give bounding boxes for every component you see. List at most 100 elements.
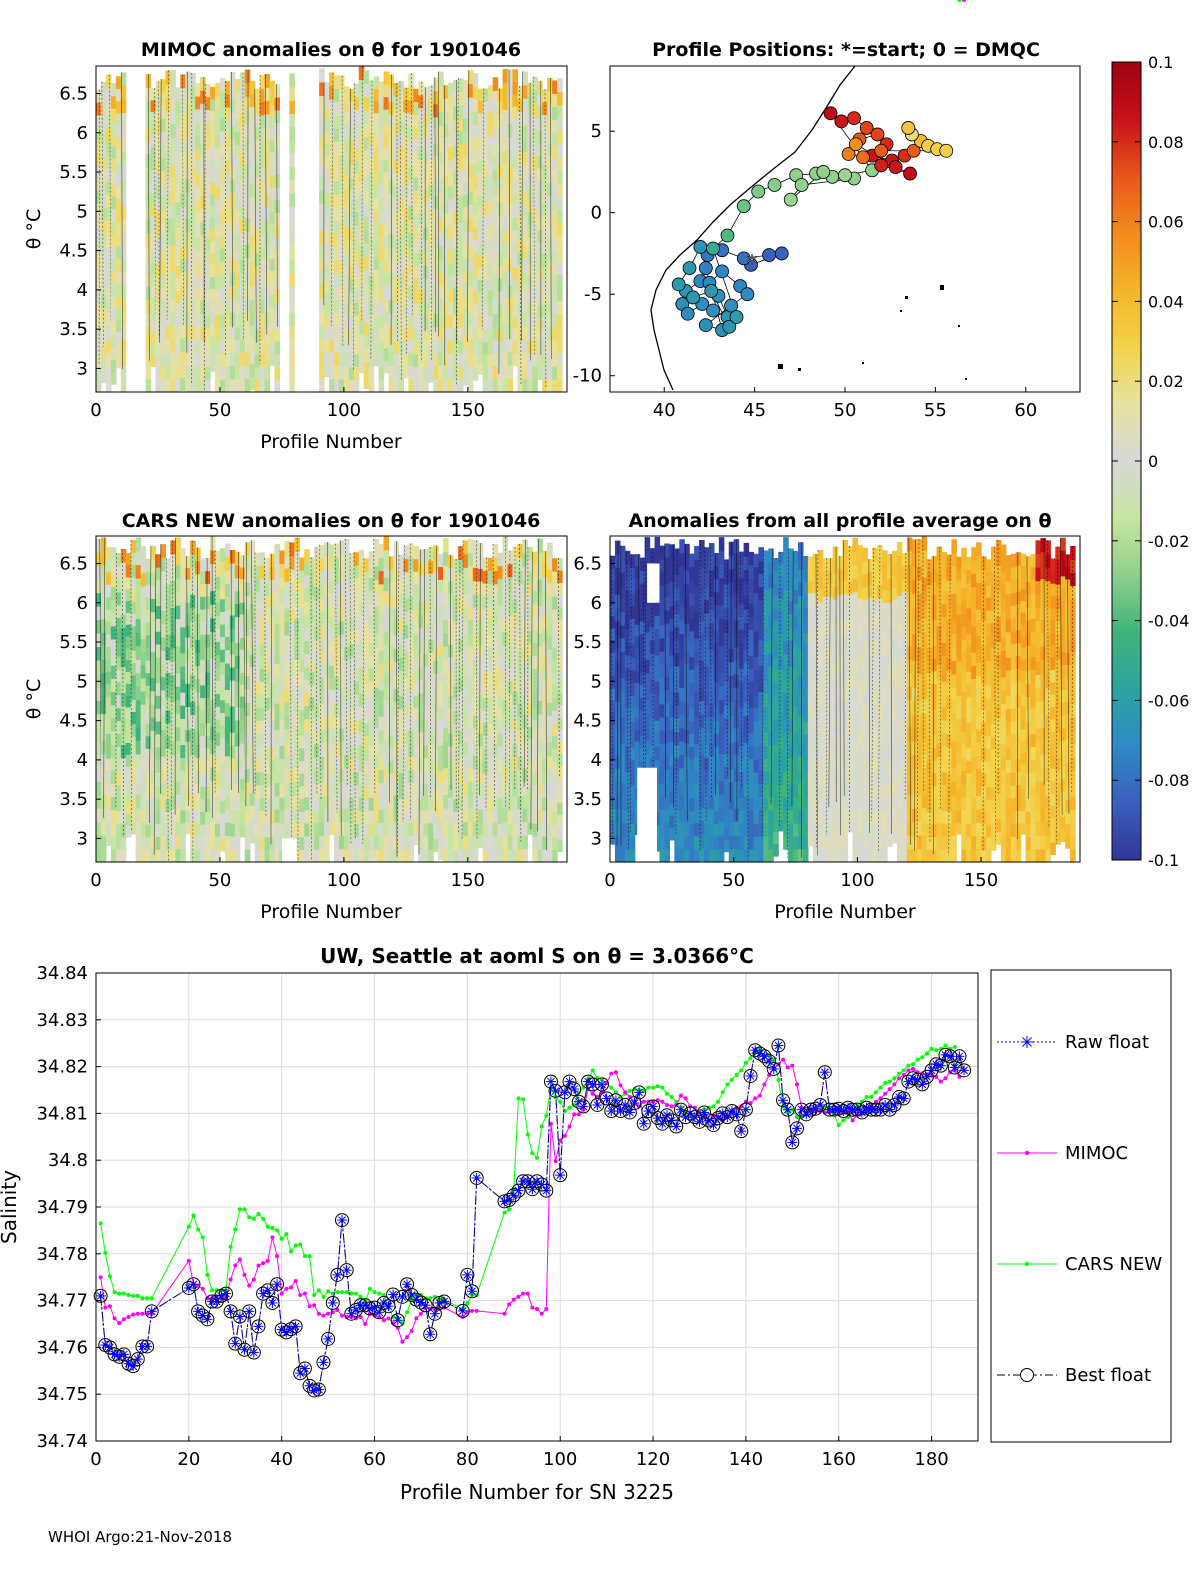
heatmap-cell bbox=[477, 796, 484, 810]
float-position-marker bbox=[698, 261, 713, 276]
heatmap-cell bbox=[552, 710, 558, 724]
heatmap-cell bbox=[348, 341, 355, 355]
heatmap-cell bbox=[438, 325, 444, 340]
heatmap-cell bbox=[319, 149, 325, 164]
heatmap-cell bbox=[96, 794, 102, 809]
heatmap-cell bbox=[418, 575, 424, 590]
heatmap-cell bbox=[467, 338, 474, 353]
heatmap-cell bbox=[472, 848, 479, 863]
heatmap-cell bbox=[324, 808, 330, 823]
heatmap-cell bbox=[542, 114, 548, 128]
colorbar-tick-label: 0.08 bbox=[1148, 133, 1184, 152]
heatmap-cell bbox=[433, 208, 439, 223]
heatmap-cell bbox=[200, 221, 206, 236]
heatmap-cell bbox=[200, 116, 206, 131]
heatmap-cell bbox=[279, 589, 285, 603]
heatmap-cell bbox=[190, 808, 196, 823]
heatmap-cell bbox=[639, 709, 646, 724]
heatmap-cell bbox=[259, 114, 266, 129]
heatmap-cell bbox=[145, 836, 152, 850]
contour-line bbox=[429, 547, 431, 798]
heatmap-cell bbox=[507, 324, 514, 339]
heatmap-cell bbox=[105, 220, 112, 234]
heatmap-cell bbox=[689, 617, 695, 632]
heatmap-cell bbox=[457, 326, 464, 341]
heatmap-cell bbox=[329, 85, 335, 100]
heatmap-cell bbox=[398, 785, 404, 799]
heatmap-cell bbox=[279, 706, 285, 720]
heatmap-cell bbox=[214, 654, 221, 668]
positions-axes-box bbox=[609, 65, 1081, 393]
heatmap-cell bbox=[338, 233, 345, 248]
heatmap-cell bbox=[294, 780, 300, 796]
heatmap-cell bbox=[319, 257, 325, 272]
heatmap-cell bbox=[689, 759, 695, 773]
heatmap-cell bbox=[393, 795, 400, 810]
heatmap-cell bbox=[333, 365, 340, 380]
heatmap-cell bbox=[428, 717, 434, 732]
heatmap-cell bbox=[289, 688, 295, 703]
heatmap-cell bbox=[403, 172, 409, 185]
heatmap-cell bbox=[224, 340, 231, 354]
heatmap-cell bbox=[462, 117, 469, 132]
heatmap-cell bbox=[428, 209, 434, 223]
heatmap-cell bbox=[319, 650, 325, 665]
heatmap-cell bbox=[532, 339, 538, 354]
heatmap-cell bbox=[125, 754, 132, 767]
heatmap-cell bbox=[413, 546, 419, 560]
heatmap-cell bbox=[289, 352, 295, 367]
heatmap-cell bbox=[249, 805, 256, 819]
heatmap-cell bbox=[269, 643, 276, 658]
heatmap-cell bbox=[125, 813, 132, 826]
heatmap-cell bbox=[472, 567, 479, 582]
heatmap-cell bbox=[150, 572, 157, 586]
heatmap-cell bbox=[423, 718, 429, 733]
heatmap-cell bbox=[413, 620, 419, 634]
heatmap-cell bbox=[319, 809, 325, 823]
heatmap-cell bbox=[155, 592, 162, 607]
heatmap-cell bbox=[472, 367, 479, 381]
heatmap-cell bbox=[467, 190, 474, 205]
heatmap-cell bbox=[537, 217, 543, 231]
heatmap-cell bbox=[393, 701, 400, 716]
heatmap-cell bbox=[634, 729, 641, 742]
y-tick-label: 6 bbox=[77, 123, 88, 144]
heatmap-cell bbox=[669, 704, 675, 718]
heatmap-cell bbox=[180, 74, 186, 89]
heatmap-cell bbox=[299, 722, 305, 736]
heatmap-cell bbox=[467, 123, 474, 138]
heatmap-cell bbox=[264, 621, 271, 635]
heatmap-cell bbox=[214, 615, 221, 629]
heatmap-cell bbox=[378, 716, 385, 731]
heatmap-cell bbox=[398, 772, 404, 786]
heatmap-cell bbox=[398, 120, 404, 134]
heatmap-cell bbox=[165, 177, 171, 192]
heatmap-cell bbox=[482, 735, 489, 749]
heatmap-cell bbox=[408, 245, 414, 260]
heatmap-cell bbox=[160, 209, 167, 224]
heatmap-cell bbox=[130, 662, 137, 676]
heatmap-cell bbox=[343, 660, 350, 675]
heatmap-cell bbox=[195, 263, 201, 277]
heatmap-cell bbox=[448, 185, 454, 200]
heatmap-cell bbox=[507, 576, 514, 591]
heatmap-cell bbox=[314, 652, 320, 666]
heatmap-cell bbox=[497, 303, 504, 317]
heatmap-cell bbox=[542, 654, 548, 669]
heatmap-cell bbox=[264, 153, 271, 168]
heatmap-cell bbox=[145, 325, 152, 340]
mimoc-axes-box bbox=[95, 65, 568, 393]
heatmap-cell bbox=[552, 634, 558, 648]
cars-title: CARS NEW anomalies on θ for 1901046 bbox=[122, 510, 541, 532]
heatmap-cell bbox=[497, 176, 504, 191]
heatmap-cell bbox=[205, 747, 211, 762]
heatmap-cell bbox=[324, 167, 330, 181]
heatmap-cell bbox=[140, 809, 147, 824]
heatmap-cell bbox=[254, 202, 261, 216]
heatmap-cell bbox=[329, 616, 335, 630]
heatmap-cell bbox=[324, 555, 330, 570]
heatmap-cell bbox=[457, 796, 464, 810]
heatmap-cell bbox=[333, 795, 340, 810]
heatmap-cell bbox=[234, 209, 241, 224]
heatmap-cell bbox=[145, 206, 152, 221]
